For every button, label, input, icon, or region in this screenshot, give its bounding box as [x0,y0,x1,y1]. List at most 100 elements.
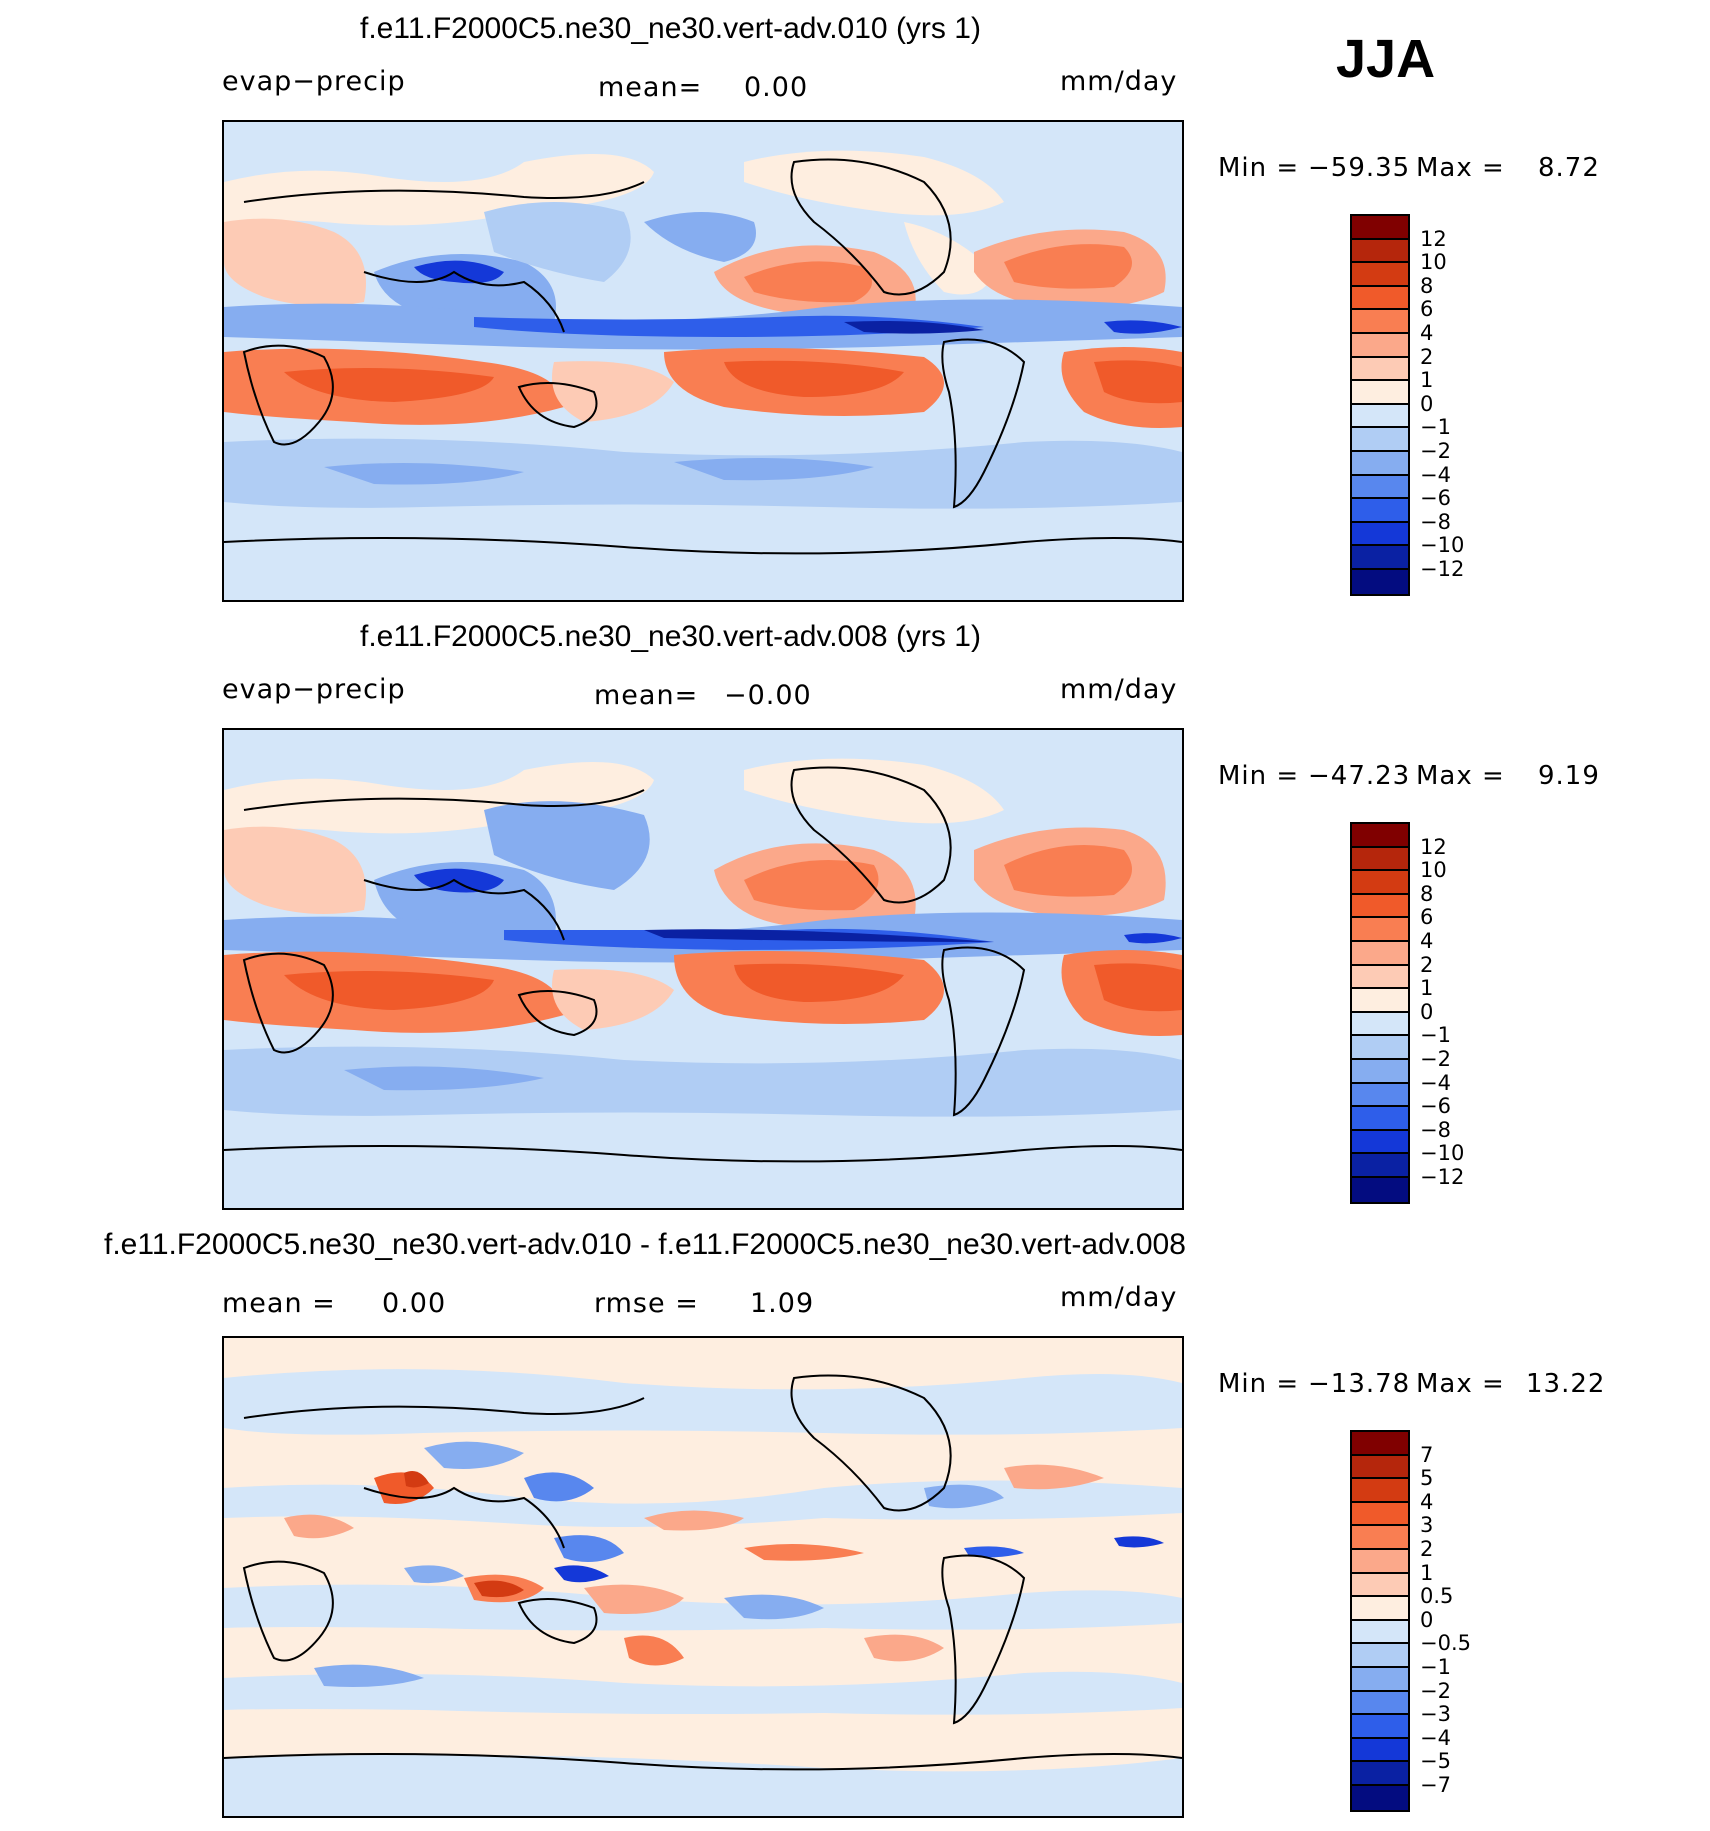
colorbar-box [1352,918,1408,942]
colorbar-box [1352,1549,1408,1574]
colorbar-box [1352,1036,1408,1060]
colorbar-box [1352,310,1408,334]
panel-3-title: f.e11.F2000C5.ne30_ne30.vert-adv.010 - f… [104,1228,1186,1261]
colorbar-box [1352,1573,1408,1598]
colorbar-tick-label: −5 [1420,1749,1451,1774]
colorbar-box [1352,1154,1408,1178]
colorbar-box [1352,1130,1408,1155]
colorbar-box [1352,1526,1408,1550]
colorbar-box [1352,286,1408,311]
colorbar-tick-label: 1 [1420,1560,1434,1585]
colorbar-box [1352,1597,1408,1621]
colorbar-box [1352,1455,1408,1480]
colorbar-tick-label: 6 [1420,297,1434,322]
panel-2-units: mm/day [1060,674,1178,705]
panel-3-rmse-label: rmse = [594,1288,699,1319]
colorbar-box [1352,404,1408,429]
panel-1-colorbar [1350,214,1410,596]
panel-1-field [224,122,1182,600]
panel-3-mean-value: 0.00 [382,1288,447,1319]
colorbar-box [1352,239,1408,264]
panel-1-map [222,120,1184,602]
panel-3-map [222,1336,1184,1818]
panel-1-min-value: −59.35 [1308,153,1411,183]
colorbar-box [1352,546,1408,570]
colorbar-tick-label: 0 [1420,999,1434,1024]
colorbar-box [1352,1785,1408,1810]
panel-3-rmse-value: 1.09 [750,1288,815,1319]
colorbar-tick-label: −6 [1420,486,1451,511]
panel-3-colorbar [1350,1430,1410,1812]
colorbar-box [1352,1762,1408,1786]
panel-1-title: f.e11.F2000C5.ne30_ne30.vert-adv.010 (yr… [360,12,981,45]
panel-1-min-label: Min = [1218,153,1300,183]
colorbar-box [1352,1083,1408,1108]
colorbar-box [1352,1738,1408,1763]
colorbar-tick-label: 10 [1420,250,1447,275]
colorbar-tick-label: −8 [1420,509,1451,534]
panel-2-max-label: Max = [1416,761,1505,791]
colorbar-box [1352,1620,1408,1645]
colorbar-tick-label: −3 [1420,1702,1451,1727]
colorbar-tick-label: −12 [1420,1165,1465,1189]
colorbar-box [1352,333,1408,358]
colorbar-box [1352,1715,1408,1739]
panel-2-min-value: −47.23 [1308,761,1411,791]
colorbar-tick-label: 1 [1420,368,1434,393]
colorbar-tick-label: 12 [1420,226,1447,251]
panel-3-units: mm/day [1060,1282,1178,1313]
colorbar-tick-label: −8 [1420,1117,1451,1142]
colorbar-box [1352,1644,1408,1668]
colorbar-tick-label: 12 [1420,834,1447,859]
season-label: JJA [1336,29,1436,89]
colorbar-tick-label: −10 [1420,1141,1465,1166]
colorbar-tick-label: −6 [1420,1094,1451,1119]
colorbar-tick-label: −4 [1420,462,1451,487]
colorbar-tick-label: 4 [1420,321,1434,345]
colorbar-box [1352,1502,1408,1527]
colorbar-tick-label: −2 [1420,439,1451,463]
panel-2-min-label: Min = [1218,761,1300,791]
colorbar-box [1352,941,1408,966]
panel-3-field [224,1338,1182,1816]
colorbar-box [1352,357,1408,382]
panel-3-max-label: Max = [1416,1369,1505,1399]
colorbar-tick-label: −2 [1420,1678,1451,1703]
colorbar-tick-label: 2 [1420,344,1434,369]
panel-2-variable-label: evap−precip [222,674,406,705]
colorbar-box [1352,824,1408,848]
colorbar-box [1352,1177,1408,1202]
colorbar-tick-label: −4 [1420,1725,1451,1750]
colorbar-tick-label: 0 [1420,391,1434,416]
colorbar-tick-label: 3 [1420,1513,1434,1538]
colorbar-box [1352,522,1408,547]
panel-3-mean-label: mean = [222,1288,336,1319]
panel-1-units: mm/day [1060,66,1178,97]
colorbar-box [1352,216,1408,240]
colorbar-tick-label: −10 [1420,533,1465,558]
colorbar-tick-label: 6 [1420,905,1434,930]
panel-2-max-value: 9.19 [1538,761,1600,791]
colorbar-box [1352,475,1408,500]
colorbar-tick-label: 8 [1420,881,1434,906]
colorbar-tick-label: 2 [1420,1537,1434,1561]
colorbar-tick-label: 2 [1420,952,1434,977]
colorbar-tick-label: −1 [1420,415,1451,440]
colorbar-tick-label: 5 [1420,1466,1434,1491]
colorbar-box [1352,428,1408,452]
colorbar-tick-label: 0.5 [1420,1584,1454,1609]
colorbar-tick-label: −2 [1420,1047,1451,1071]
colorbar-box [1352,894,1408,919]
colorbar-box [1352,263,1408,287]
panel-2-mean-value: −0.00 [724,680,812,711]
panel-2-map [222,728,1184,1210]
colorbar-tick-label: 7 [1420,1442,1434,1467]
colorbar-box [1352,1667,1408,1692]
colorbar-box [1352,1012,1408,1037]
panel-2-colorbar [1350,822,1410,1204]
colorbar-box [1352,1691,1408,1716]
panel-2-mean-label: mean= [594,680,699,711]
colorbar-box [1352,1107,1408,1131]
colorbar-box [1352,1059,1408,1084]
colorbar-tick-label: 8 [1420,273,1434,298]
